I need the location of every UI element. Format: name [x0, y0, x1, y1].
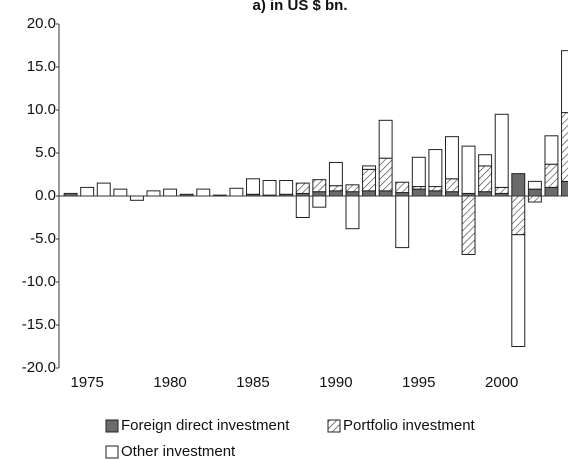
bar-segment	[345, 184, 360, 193]
bar-segment	[362, 190, 377, 197]
bar-segment	[411, 188, 426, 197]
legend-swatch	[327, 419, 341, 433]
bar-segment	[478, 154, 493, 167]
bar-segment	[461, 145, 476, 194]
legend-label: Foreign direct investment	[121, 417, 290, 434]
bar-segment	[395, 181, 410, 194]
bar-segment	[328, 185, 343, 192]
x-tick-label: 1990	[319, 374, 352, 391]
y-tick-label: 20.0	[27, 15, 56, 32]
bar-segment	[378, 190, 393, 197]
x-tick-label: 1975	[70, 374, 103, 391]
bar-segment	[378, 119, 393, 159]
bar-segment	[146, 190, 161, 197]
bar-segment	[511, 173, 526, 197]
legend-label: Other investment	[121, 443, 236, 460]
bar-segment	[395, 195, 410, 249]
bar-segment	[428, 190, 443, 197]
x-tick-label: 1995	[402, 374, 435, 391]
bar-segment	[444, 191, 459, 197]
chart-title: a) in US $ bn.	[252, 0, 347, 14]
bar-segment	[196, 188, 211, 197]
bar-segment	[113, 188, 128, 197]
bar-segment	[444, 136, 459, 180]
bar-segment	[544, 186, 559, 197]
bar-segment	[312, 191, 327, 197]
bar-segment	[527, 195, 542, 203]
bar-segment	[494, 186, 509, 194]
bar-segment	[80, 186, 95, 197]
bar-segment	[378, 157, 393, 192]
bar-segment	[96, 182, 111, 197]
bar-segment	[411, 156, 426, 188]
bar-segment	[295, 182, 310, 194]
legend-label: Portfolio investment	[343, 417, 476, 434]
bar-segment	[561, 180, 568, 197]
bar-segment	[461, 195, 476, 255]
bar-segment	[328, 190, 343, 197]
bar-segment	[428, 186, 443, 192]
bar-segment	[428, 149, 443, 188]
bar-segment	[444, 178, 459, 193]
bar-segment	[478, 165, 493, 193]
bar-segment	[544, 135, 559, 165]
bar-segment	[328, 161, 343, 187]
bar-segment	[279, 180, 294, 195]
y-tick-label: -20.0	[22, 359, 56, 376]
legend-swatch	[105, 445, 119, 459]
y-tick-label: 5.0	[35, 144, 56, 161]
x-tick-label: 1985	[236, 374, 269, 391]
x-tick-label: 2000	[485, 374, 518, 391]
x-tick-label: 1980	[153, 374, 186, 391]
bar-segment	[345, 191, 360, 197]
bar-segment	[345, 195, 360, 230]
bar-segment	[362, 168, 377, 192]
bar-segment	[527, 188, 542, 197]
bar-segment	[312, 195, 327, 208]
bar-segment	[561, 50, 568, 114]
bar-segment	[246, 178, 260, 195]
y-tick-label: 15.0	[27, 58, 56, 75]
y-tick-label: 10.0	[27, 101, 56, 118]
y-tick-label: -10.0	[22, 273, 56, 290]
bar-segment	[527, 180, 542, 190]
bar-segment	[229, 187, 244, 197]
bar-segment	[561, 112, 568, 182]
legend-swatch	[105, 419, 119, 433]
bar-segment	[395, 192, 410, 197]
bar-segment	[295, 195, 310, 218]
bar-segment	[163, 188, 178, 197]
bar-segment	[511, 195, 526, 236]
bar-segment	[362, 165, 377, 170]
y-tick-label: -15.0	[22, 316, 56, 333]
bar-segment	[494, 113, 509, 188]
y-tick-label: 0.0	[35, 187, 56, 204]
bar-segment	[262, 180, 277, 196]
bar-segment	[511, 234, 526, 347]
bar-segment	[478, 191, 493, 197]
bar-segment	[129, 195, 144, 201]
bar-segment	[312, 179, 327, 193]
y-tick-label: -5.0	[30, 230, 56, 247]
bar-segment	[544, 163, 559, 188]
